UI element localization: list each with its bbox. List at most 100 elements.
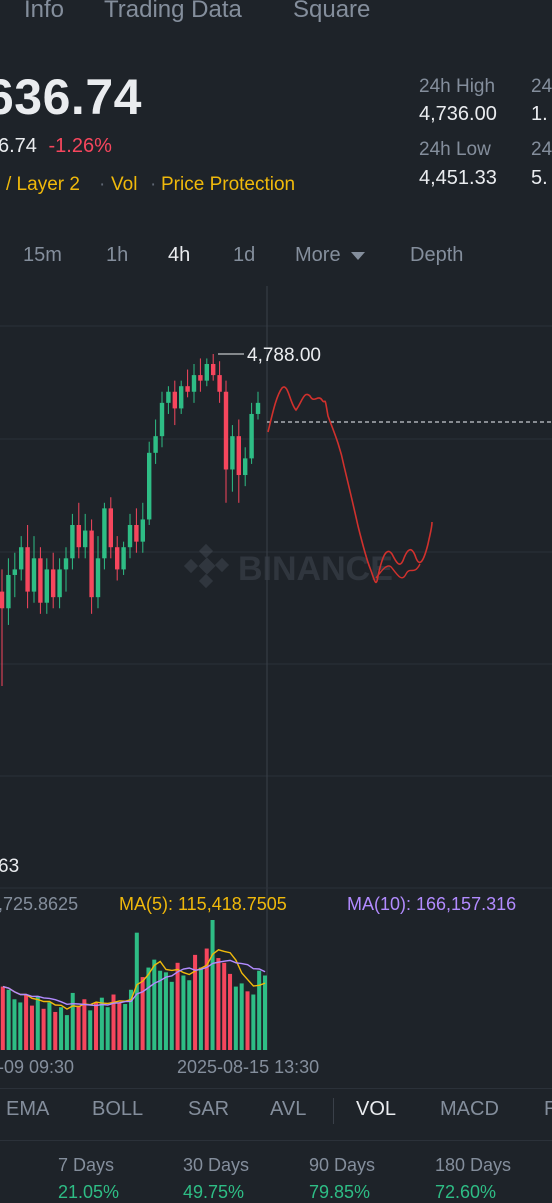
candle-body <box>12 569 17 575</box>
candle-body <box>121 547 126 570</box>
volume-bar <box>94 1002 99 1050</box>
volume-bar <box>198 967 203 1050</box>
volume-bar <box>181 975 186 1050</box>
tag-price-protection[interactable]: Price Protection <box>161 174 296 195</box>
candle-body <box>249 413 254 459</box>
volume-bar <box>175 962 180 1050</box>
perf-180d-label: 180 Days <box>435 1155 512 1175</box>
candle-body <box>166 391 171 403</box>
volume-bar <box>222 962 227 1050</box>
volume-bar <box>24 994 29 1050</box>
volume-bar <box>251 994 256 1050</box>
binance-logo-icon <box>183 543 230 589</box>
indicator-boll[interactable]: BOLL <box>92 1098 144 1120</box>
volume-bar <box>193 954 198 1050</box>
perf-7d-value: 21.05% <box>58 1182 120 1202</box>
volume-bar <box>35 996 40 1050</box>
candle-body <box>38 558 43 603</box>
candle-body <box>25 547 30 592</box>
interval-depth[interactable]: Depth <box>410 244 464 266</box>
candle-body <box>89 530 94 598</box>
volume-bar <box>82 999 87 1050</box>
stat-24h-turnover-value: 5. <box>531 167 548 189</box>
candle-body <box>83 530 88 548</box>
volume-bar <box>146 967 151 1050</box>
candle-body <box>127 524 133 548</box>
candle-body <box>115 547 120 570</box>
candle-body <box>31 558 37 592</box>
interval-more[interactable]: More <box>295 244 365 267</box>
volume-bar <box>210 920 215 1050</box>
volume-bar <box>140 977 145 1050</box>
low-marker-label: 63 <box>0 856 19 877</box>
volume-bar <box>47 1002 52 1050</box>
chart-grid <box>0 325 552 889</box>
indicator-more-partial[interactable]: R <box>544 1098 552 1120</box>
interval-1d[interactable]: 1d <box>233 244 256 266</box>
volume-bar <box>134 932 139 1050</box>
candle-body <box>108 508 113 548</box>
tag-separator: · <box>150 174 157 195</box>
volume-bar <box>53 1011 58 1050</box>
candle-body <box>159 402 165 437</box>
ma10-line <box>2 959 266 1007</box>
watermark-text: BINANCE <box>238 550 393 588</box>
volume-bar <box>204 948 209 1050</box>
stat-24h-vol-label: 24 <box>531 76 552 97</box>
indicator-sar[interactable]: SAR <box>188 1098 230 1120</box>
candle-body <box>95 558 101 598</box>
stat-24h-high-value: 4,736.00 <box>419 103 497 125</box>
volume-bar <box>111 994 116 1050</box>
candles <box>0 354 261 686</box>
candle-body <box>185 386 190 392</box>
interval-15m[interactable]: 15m <box>23 244 62 266</box>
candle-body <box>140 519 145 542</box>
perf-90d-value: 79.85% <box>309 1182 371 1202</box>
volume-bar <box>245 991 250 1050</box>
tab-info[interactable]: Info <box>24 0 65 23</box>
time-label-2: 2025-08-15 13:30 <box>177 1057 320 1077</box>
tag-layer2[interactable]: / Layer 2 <box>6 174 80 195</box>
tab-square[interactable]: Square <box>293 0 371 23</box>
indicator-ema[interactable]: EMA <box>6 1098 50 1120</box>
tag-separator: · <box>99 174 106 195</box>
candle-body <box>236 436 241 476</box>
hand-drawn-projection <box>267 386 433 584</box>
interval-4h[interactable]: 4h <box>168 244 191 266</box>
indicator-vol[interactable]: VOL <box>356 1098 397 1120</box>
ma5-line <box>2 949 266 1010</box>
volume-bar <box>59 1007 64 1050</box>
candle-body <box>51 569 56 598</box>
stat-24h-turnover-label: 24 <box>531 139 552 160</box>
price-chart[interactable]: BINANCE 4,788.00 63 <box>0 286 552 1056</box>
tab-trading-data[interactable]: Trading Data <box>104 0 242 23</box>
candle-body <box>102 508 107 559</box>
candle-body <box>70 524 75 559</box>
volume-bar <box>228 973 233 1050</box>
time-label-1: -09 09:30 <box>0 1057 75 1077</box>
candle-body <box>172 391 177 409</box>
volume-bar <box>123 1004 128 1050</box>
volume-bar <box>0 986 5 1050</box>
candle-body <box>19 547 24 570</box>
tag-vol[interactable]: Vol <box>111 174 138 195</box>
volume-bar <box>99 997 104 1050</box>
ma5-label: MA(5): 115,418.7505 <box>119 894 287 914</box>
candle-body <box>44 569 49 603</box>
volume-bar <box>76 1005 81 1050</box>
candle-body <box>0 591 5 609</box>
candle-body <box>230 436 235 470</box>
candle-body <box>255 402 261 414</box>
interval-1h[interactable]: 1h <box>106 244 129 266</box>
perf-30d-label: 30 Days <box>183 1155 250 1175</box>
volume-bar <box>152 959 157 1050</box>
ma10-label: MA(10): 166,157.316 <box>347 894 517 914</box>
price-change: 6.74 -1.26% <box>0 135 112 158</box>
indicator-avl[interactable]: AVL <box>270 1098 307 1120</box>
indicator-divider <box>333 1098 334 1124</box>
candle-body <box>57 569 62 598</box>
perf-90d-label: 90 Days <box>309 1155 376 1175</box>
volume-bar <box>6 989 11 1050</box>
indicator-macd[interactable]: MACD <box>440 1098 499 1120</box>
volume-bar <box>64 1015 69 1050</box>
